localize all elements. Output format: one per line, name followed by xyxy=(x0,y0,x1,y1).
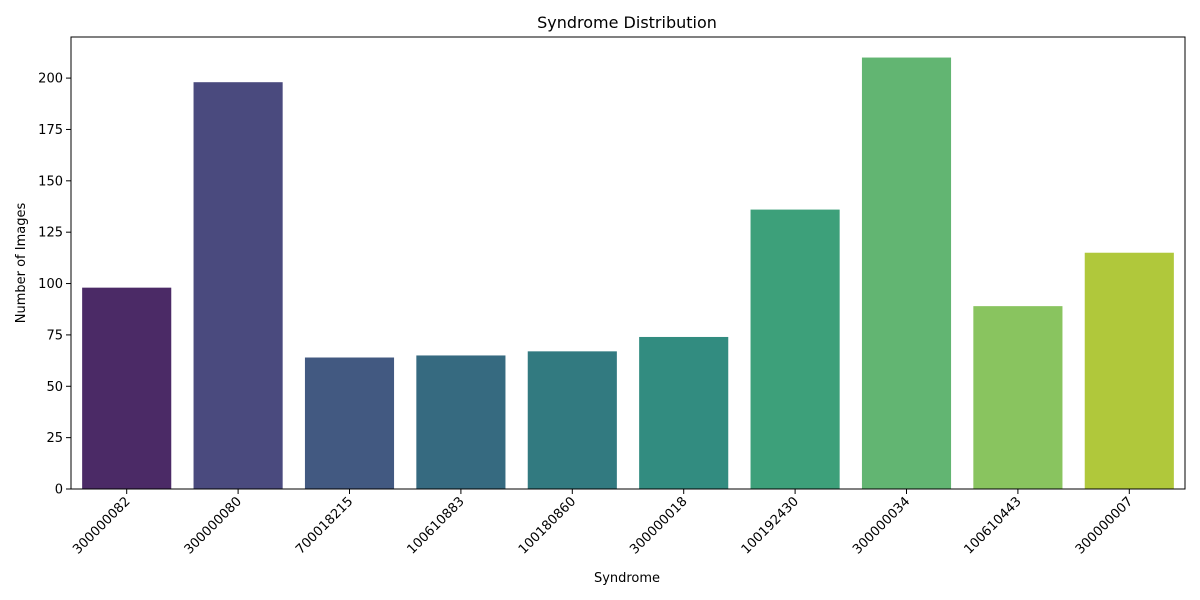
bar-700018215 xyxy=(304,357,395,489)
x-tick-label: 100192430 xyxy=(739,494,802,557)
y-tick-label: 125 xyxy=(38,226,63,241)
y-tick-label: 0 xyxy=(55,483,63,498)
x-axis: 300000082 300000080 700018215 100610883 1001… xyxy=(70,489,1136,557)
x-tick-label: 700018215 xyxy=(293,494,356,557)
x-axis-label: Syndrome xyxy=(594,571,660,586)
x-tick-label: 300000034 xyxy=(850,494,913,557)
y-axis: 0 25 50 75 100 125 150 175 200 xyxy=(38,72,71,498)
y-tick-label: 200 xyxy=(38,72,63,87)
bar-100180860 xyxy=(527,351,617,489)
bar-100610883 xyxy=(416,355,506,489)
bar-100610443 xyxy=(973,306,1063,489)
x-tick-label: 100610443 xyxy=(961,494,1024,557)
x-tick-label: 100180860 xyxy=(516,494,579,557)
bars-group xyxy=(82,57,1174,489)
x-tick-label: 100610883 xyxy=(404,494,467,557)
bar-300000080 xyxy=(193,82,283,489)
x-tick-label: 300000080 xyxy=(182,494,245,557)
x-tick-label: 300000018 xyxy=(627,494,690,557)
bar-100192430 xyxy=(750,209,840,489)
chart-title: Syndrome Distribution xyxy=(537,13,717,32)
y-axis-label: Number of Images xyxy=(14,203,29,324)
y-tick-label: 25 xyxy=(46,431,63,446)
bar-300000034 xyxy=(861,57,952,489)
y-tick-label: 150 xyxy=(38,174,63,189)
x-tick-label: 300000007 xyxy=(1073,494,1136,557)
y-tick-label: 75 xyxy=(46,328,63,343)
plot-frame xyxy=(70,36,1186,490)
y-tick-label: 175 xyxy=(38,123,63,138)
y-tick-label: 50 xyxy=(46,380,63,395)
bar-300000018 xyxy=(639,336,729,489)
bar-300000007 xyxy=(1084,252,1174,489)
y-tick-label: 100 xyxy=(38,277,63,292)
bar-300000082 xyxy=(82,287,172,489)
x-tick-label: 300000082 xyxy=(70,494,133,557)
